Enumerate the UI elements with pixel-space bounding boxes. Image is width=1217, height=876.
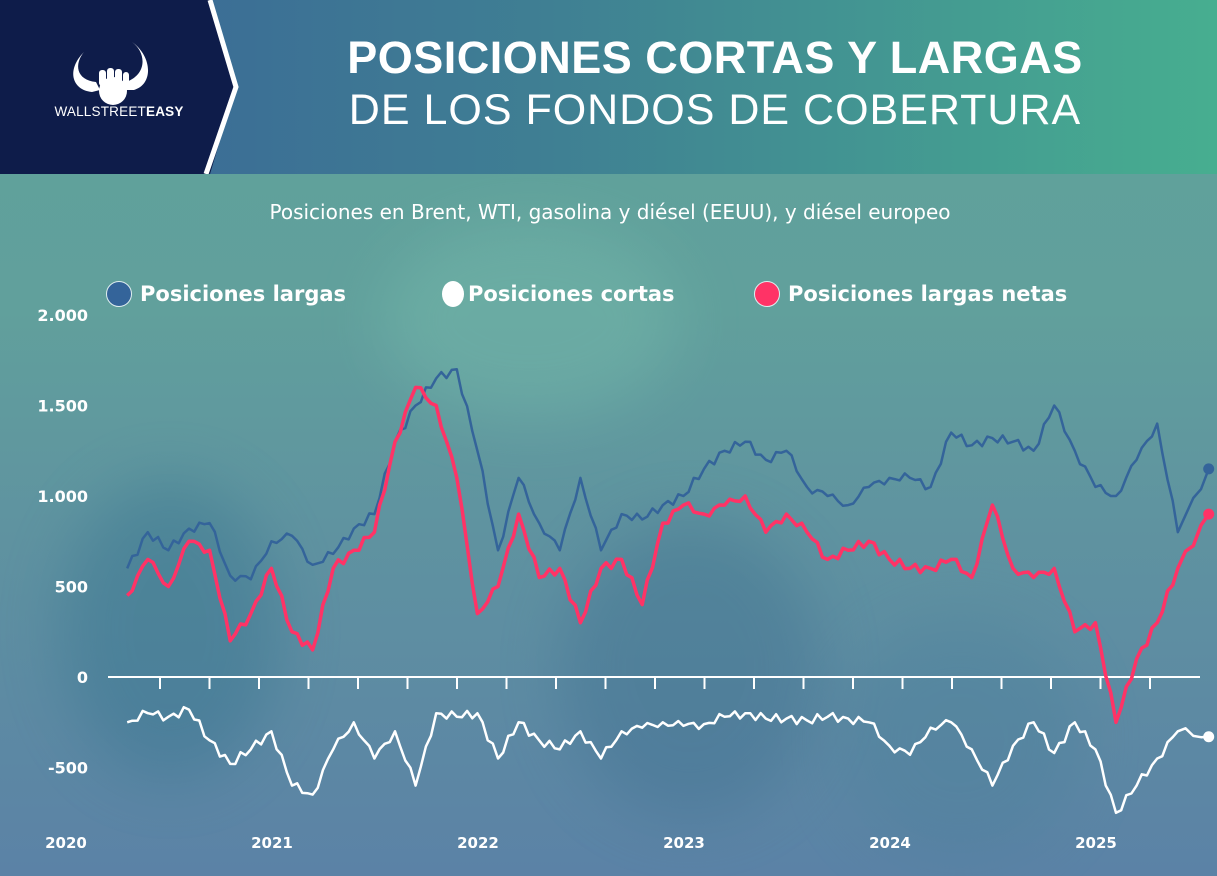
brand-name-bold: EASY (145, 104, 184, 119)
chart-title-line1: POSICIONES CORTAS Y LARGAS (347, 32, 1083, 83)
x-tick-label: 2021 (251, 834, 293, 852)
legend-dot-blue-icon (106, 281, 132, 307)
logo: WALLSTREETEASY (0, 0, 240, 174)
legend-item-shorts: Posiciones cortas (442, 278, 675, 310)
chart-subtitle: Posiciones en Brent, WTI, gasolina y dié… (269, 200, 951, 224)
x-tick-label: 2022 (457, 834, 499, 852)
y-tick-label: 1.000 (37, 487, 88, 506)
brand-name-light: WALLSTREET (54, 104, 146, 119)
y-axis: 2.000 1.500 1.000 500 0 -500 (37, 306, 88, 778)
legend-label-shorts: Posiciones cortas (468, 282, 675, 306)
series-line-longs-end-marker (1203, 463, 1215, 475)
x-tick-label: 2023 (663, 834, 705, 852)
series-lines (125, 368, 1215, 815)
header-banner: WALLSTREETEASY POSICIONES CORTAS Y LARGA… (0, 0, 1217, 174)
x-tick-label: 2024 (869, 834, 911, 852)
series-line-shorts (126, 705, 1209, 815)
brand-name: WALLSTREETEASY (44, 104, 194, 119)
series-line-shorts-end-marker (1203, 731, 1215, 743)
legend-label-longs: Posiciones largas (140, 282, 347, 306)
y-tick-label: 2.000 (37, 306, 88, 325)
legend-item-net: Posiciones largas netas (754, 278, 1067, 310)
bull-fist-icon (73, 42, 149, 105)
y-tick-label: 500 (55, 578, 88, 597)
y-tick-label: 0 (77, 668, 88, 687)
x-tick-label: 2025 (1075, 834, 1117, 852)
legend-label-net: Posiciones largas netas (788, 282, 1068, 306)
x-axis: 2020 2021 2022 2023 2024 2025 (45, 676, 1200, 852)
chart-title-line2: DE LOS FONDOS DE COBERTURA (348, 86, 1082, 134)
y-tick-label: -500 (48, 759, 88, 778)
legend-dot-white-icon (442, 281, 464, 307)
series-line-net-end-marker (1203, 508, 1215, 520)
series-line-net (125, 385, 1211, 725)
series-line-longs (126, 368, 1210, 582)
x-tick-label: 2020 (45, 834, 87, 852)
legend-dot-pink-icon (754, 281, 780, 307)
legend-item-longs: Posiciones largas (106, 278, 346, 310)
y-tick-label: 1.500 (37, 397, 88, 416)
